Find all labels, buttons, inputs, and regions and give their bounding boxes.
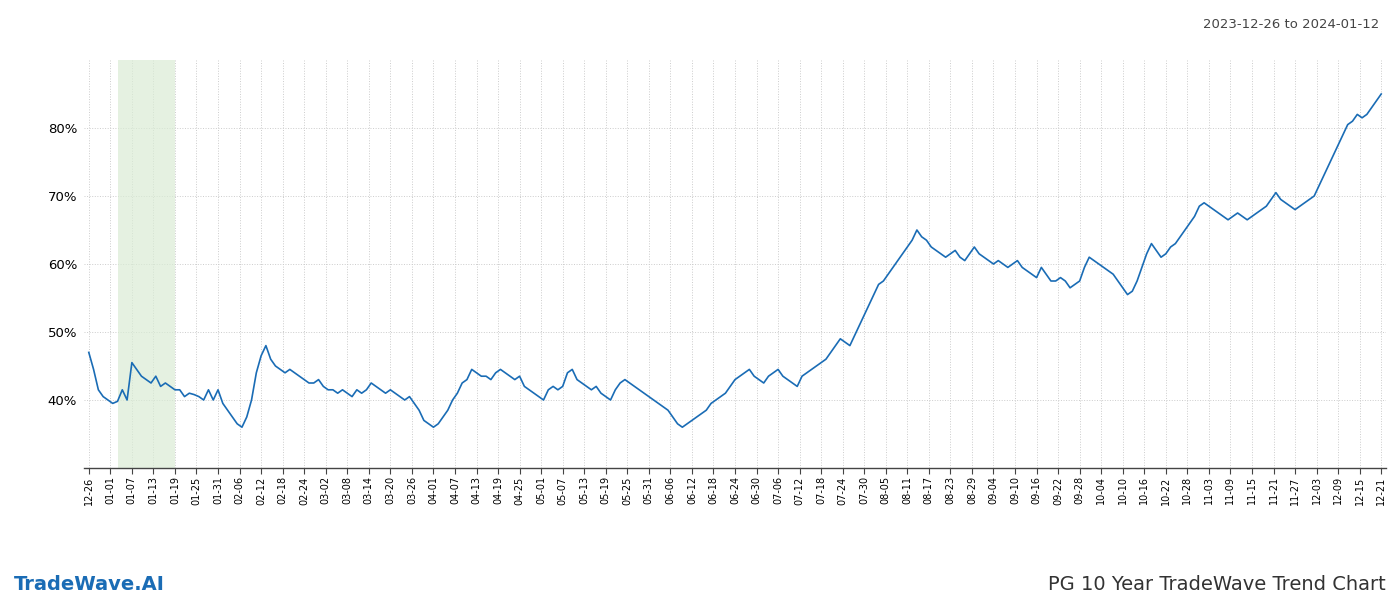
Text: 2023-12-26 to 2024-01-12: 2023-12-26 to 2024-01-12 (1203, 18, 1379, 31)
Bar (118, 60, 175, 468)
Text: PG 10 Year TradeWave Trend Chart: PG 10 Year TradeWave Trend Chart (1049, 575, 1386, 594)
Text: TradeWave.AI: TradeWave.AI (14, 575, 165, 594)
